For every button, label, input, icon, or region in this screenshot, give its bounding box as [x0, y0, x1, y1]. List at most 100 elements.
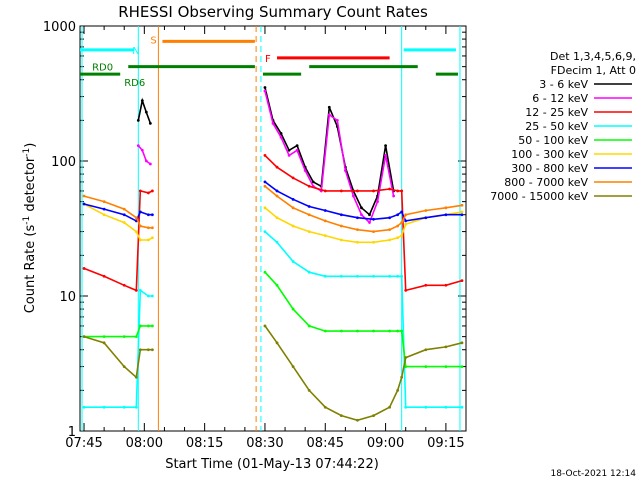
series-point-3 [138, 289, 142, 292]
series-point-4 [275, 283, 279, 287]
series-point-6 [150, 213, 154, 217]
series-point-7 [400, 221, 404, 224]
series-point-3 [339, 274, 343, 278]
series-point-6 [102, 207, 106, 211]
series-point-1 [327, 113, 331, 117]
series-line-0 [137, 97, 152, 124]
series-point-7 [460, 203, 464, 207]
series-point-6 [400, 210, 404, 214]
state-label-n: N [132, 46, 139, 57]
series-line-3 [84, 288, 153, 408]
series-point-8 [356, 418, 359, 422]
series-point-0 [136, 118, 140, 122]
series-point-4 [323, 329, 327, 333]
series-point-5 [372, 240, 375, 244]
series-point-2 [291, 176, 295, 180]
series-point-8 [424, 348, 428, 352]
series-point-3 [150, 294, 154, 298]
series-point-6 [372, 217, 375, 221]
series-line-8 [264, 325, 463, 422]
series-point-4 [400, 329, 404, 333]
series-point-5 [404, 222, 408, 226]
series-group [82, 86, 464, 422]
series-point-4 [291, 307, 295, 311]
series-point-0 [295, 144, 299, 148]
series-point-8 [134, 375, 138, 379]
series-point-4 [102, 335, 106, 339]
series-point-6 [323, 209, 327, 212]
series-point-5 [400, 234, 404, 238]
legend-label: 3 - 6 keV [539, 78, 588, 91]
series-point-4 [307, 324, 311, 328]
legend-header: FDecim 1, Att 0 [551, 64, 636, 77]
y-tick-label: 1 [68, 425, 76, 440]
series-point-4 [122, 335, 126, 339]
state-label-f: F [265, 54, 271, 65]
series-point-3 [323, 274, 327, 278]
series-point-8 [444, 345, 448, 349]
series-point-5 [356, 240, 359, 244]
series-point-8 [122, 365, 126, 368]
series-point-5 [396, 236, 400, 240]
y-tick-label: 10 [59, 290, 76, 305]
series-point-1 [271, 121, 275, 125]
series-point-1 [136, 144, 140, 148]
series-point-3 [400, 274, 404, 278]
series-point-8 [307, 388, 311, 392]
series-point-3 [424, 405, 428, 409]
series-point-5 [307, 230, 311, 233]
series-point-7 [138, 224, 142, 228]
series-point-0 [311, 180, 315, 184]
series-point-8 [339, 414, 343, 418]
series-point-1 [148, 162, 152, 166]
series-point-0 [140, 99, 144, 103]
series-point-1 [392, 194, 396, 198]
series-point-4 [424, 365, 428, 368]
series-point-7 [339, 224, 343, 228]
series-point-2 [400, 189, 404, 193]
series-point-5 [134, 230, 138, 233]
series-point-4 [356, 329, 359, 333]
series-point-1 [303, 169, 307, 172]
series-point-8 [460, 341, 464, 345]
series-point-0 [327, 105, 331, 109]
y-tick-label: 100 [51, 155, 76, 170]
series-point-7 [424, 209, 428, 212]
state-label-s: S [150, 35, 156, 46]
x-tick-label: 08:45 [307, 436, 344, 451]
series-point-3 [404, 405, 408, 409]
legend-label: 100 - 300 keV [511, 148, 588, 161]
series-point-4 [396, 329, 400, 333]
series-point-0 [368, 213, 371, 217]
series-point-3 [396, 274, 400, 278]
series-point-0 [148, 121, 152, 125]
series-point-7 [122, 207, 126, 211]
legend-label: 800 - 7000 keV [504, 176, 588, 189]
series-point-6 [122, 213, 126, 217]
series-line-1 [137, 145, 151, 165]
series-point-4 [138, 324, 142, 328]
series-point-0 [287, 148, 291, 152]
series-point-5 [460, 210, 464, 214]
series-point-0 [279, 132, 283, 135]
series-point-4 [460, 365, 464, 368]
series-point-2 [275, 165, 279, 169]
series-point-5 [339, 238, 343, 242]
series-point-1 [295, 148, 299, 152]
series-point-1 [144, 159, 148, 163]
series-point-3 [82, 405, 86, 409]
series-point-3 [444, 405, 448, 409]
series-point-5 [263, 206, 267, 210]
series-point-6 [146, 213, 150, 217]
series-point-8 [323, 405, 327, 409]
series-point-1 [368, 221, 371, 224]
series-point-7 [356, 228, 359, 232]
series-point-1 [140, 148, 144, 152]
series-point-0 [360, 206, 363, 210]
series-point-8 [396, 388, 400, 392]
series-point-4 [339, 329, 343, 333]
legend: Det 1,3,4,5,6,9,FDecim 1, Att 03 - 6 keV… [490, 50, 636, 203]
series-point-6 [82, 202, 86, 206]
series-point-3 [388, 274, 392, 278]
